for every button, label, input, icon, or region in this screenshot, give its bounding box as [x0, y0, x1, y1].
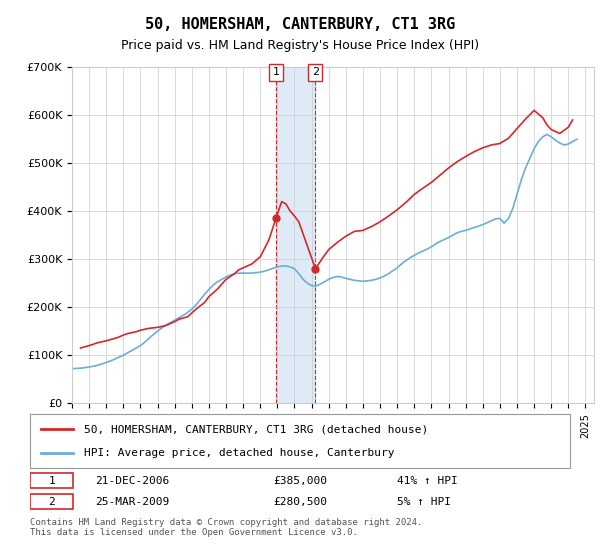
- Text: 2: 2: [48, 497, 55, 507]
- FancyBboxPatch shape: [30, 473, 73, 488]
- Text: 1: 1: [272, 67, 280, 77]
- Text: 50, HOMERSHAM, CANTERBURY, CT1 3RG: 50, HOMERSHAM, CANTERBURY, CT1 3RG: [145, 17, 455, 32]
- Bar: [276, 67, 316, 403]
- Text: £280,500: £280,500: [273, 497, 327, 507]
- Text: 5% ↑ HPI: 5% ↑ HPI: [397, 497, 451, 507]
- Text: Contains HM Land Registry data © Crown copyright and database right 2024.
This d: Contains HM Land Registry data © Crown c…: [30, 518, 422, 538]
- Text: 25-MAR-2009: 25-MAR-2009: [95, 497, 169, 507]
- FancyBboxPatch shape: [30, 494, 73, 510]
- Text: 1: 1: [48, 475, 55, 486]
- Text: 2: 2: [312, 67, 319, 77]
- Text: Price paid vs. HM Land Registry's House Price Index (HPI): Price paid vs. HM Land Registry's House …: [121, 39, 479, 52]
- Text: £385,000: £385,000: [273, 475, 327, 486]
- Text: 21-DEC-2006: 21-DEC-2006: [95, 475, 169, 486]
- Text: 50, HOMERSHAM, CANTERBURY, CT1 3RG (detached house): 50, HOMERSHAM, CANTERBURY, CT1 3RG (deta…: [84, 424, 428, 435]
- Text: HPI: Average price, detached house, Canterbury: HPI: Average price, detached house, Cant…: [84, 447, 395, 458]
- Text: 41% ↑ HPI: 41% ↑ HPI: [397, 475, 458, 486]
